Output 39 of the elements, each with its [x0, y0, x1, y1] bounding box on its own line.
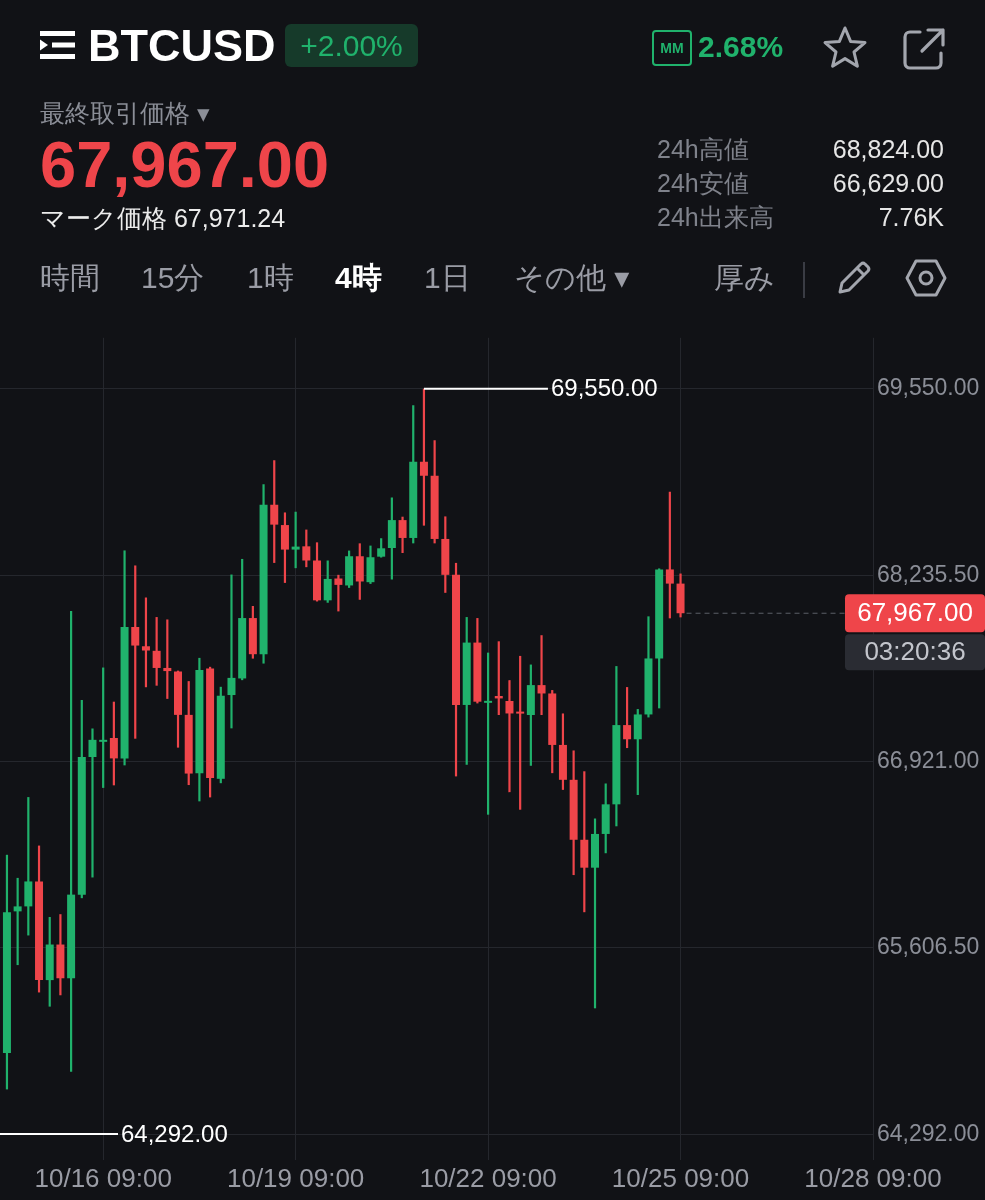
chart-title: BTCUSD [88, 20, 276, 72]
x-tick-label: 10/25 09:00 [611, 1162, 750, 1193]
y-tick-label: 64,292.00 [877, 1119, 980, 1146]
text: 68,824.00 [832, 135, 944, 164]
candlestick [505, 680, 514, 793]
annotation: 03:20:36 [864, 636, 966, 667]
text: 4時 [335, 260, 382, 294]
text: 15分 [141, 260, 205, 294]
annotation: 64,292.00 [121, 1119, 228, 1147]
text: 厚み [714, 260, 775, 294]
text: 67,967.00 [40, 128, 330, 202]
x-tick-label: 10/16 09:00 [34, 1162, 172, 1193]
text: 1時 [247, 260, 294, 294]
text: 24h安値 [657, 169, 749, 198]
text: 24h高値 [657, 135, 749, 164]
text: 7.76K [878, 203, 944, 232]
text: マーク価格 67,971.24 [40, 204, 286, 233]
y-tick-label: 65,606.50 [877, 933, 980, 960]
annotation: 69,550.00 [550, 374, 658, 402]
ref-line-label: 67,967.00 [857, 597, 973, 628]
text: 24h出来高 [657, 203, 774, 232]
text: 1日 [424, 260, 471, 294]
candlestick [88, 728, 97, 878]
text: 66,629.00 [832, 169, 944, 198]
candlestick [484, 652, 493, 815]
y-tick-label: 66,921.00 [877, 746, 980, 773]
candlestick [537, 635, 546, 716]
y-tick-label: 69,550.00 [877, 374, 980, 401]
candlestick [516, 655, 525, 810]
candlestick [227, 574, 236, 729]
text: 最終取引価格 ▾ [40, 99, 210, 128]
text: 時間 [40, 260, 100, 294]
text: 2.68% [698, 29, 784, 63]
candlestick [334, 574, 343, 612]
x-tick-label: 10/28 09:00 [804, 1162, 942, 1193]
text: その他 ▾ [514, 260, 630, 294]
x-tick-label: 10/19 09:00 [226, 1162, 365, 1193]
x-tick-label: 10/22 09:00 [419, 1162, 557, 1193]
y-tick-label: 68,235.50 [877, 560, 980, 587]
